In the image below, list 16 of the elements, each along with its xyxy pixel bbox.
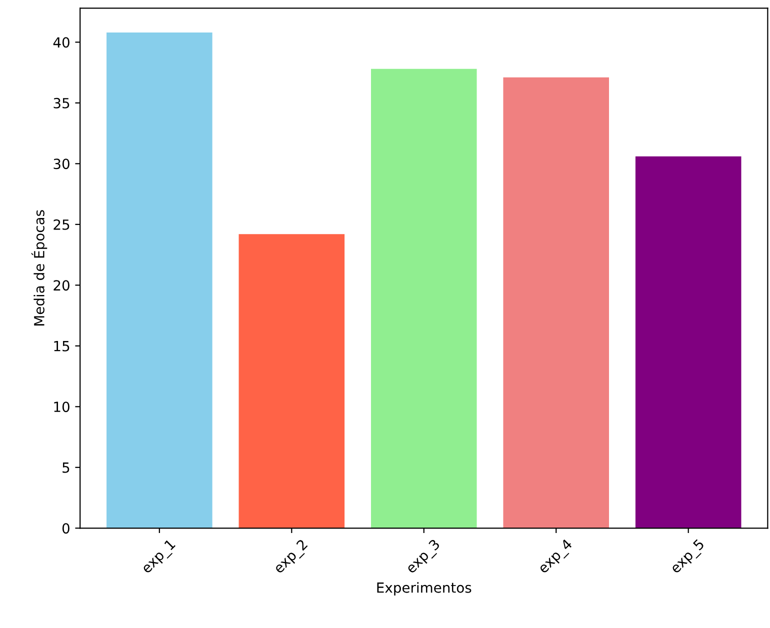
y-axis-title: Media de Épocas	[31, 210, 48, 326]
bar	[635, 156, 742, 528]
y-tick-label: 35	[54, 98, 70, 108]
bar	[503, 77, 610, 528]
y-tick-label: 0	[62, 523, 70, 534]
y-tick-label: 15	[54, 341, 70, 352]
y-tick-label: 25	[54, 219, 70, 230]
y-tick-label: 20	[54, 280, 70, 291]
y-tick-label: 10	[54, 402, 70, 412]
y-tick-label: 40	[53, 37, 70, 48]
bar	[106, 32, 212, 528]
bar	[370, 68, 477, 528]
bar	[238, 234, 345, 528]
y-tick-label: 30	[54, 158, 70, 170]
x-axis-title: Experimentos	[377, 582, 472, 596]
y-tick-label: 5	[62, 462, 70, 473]
